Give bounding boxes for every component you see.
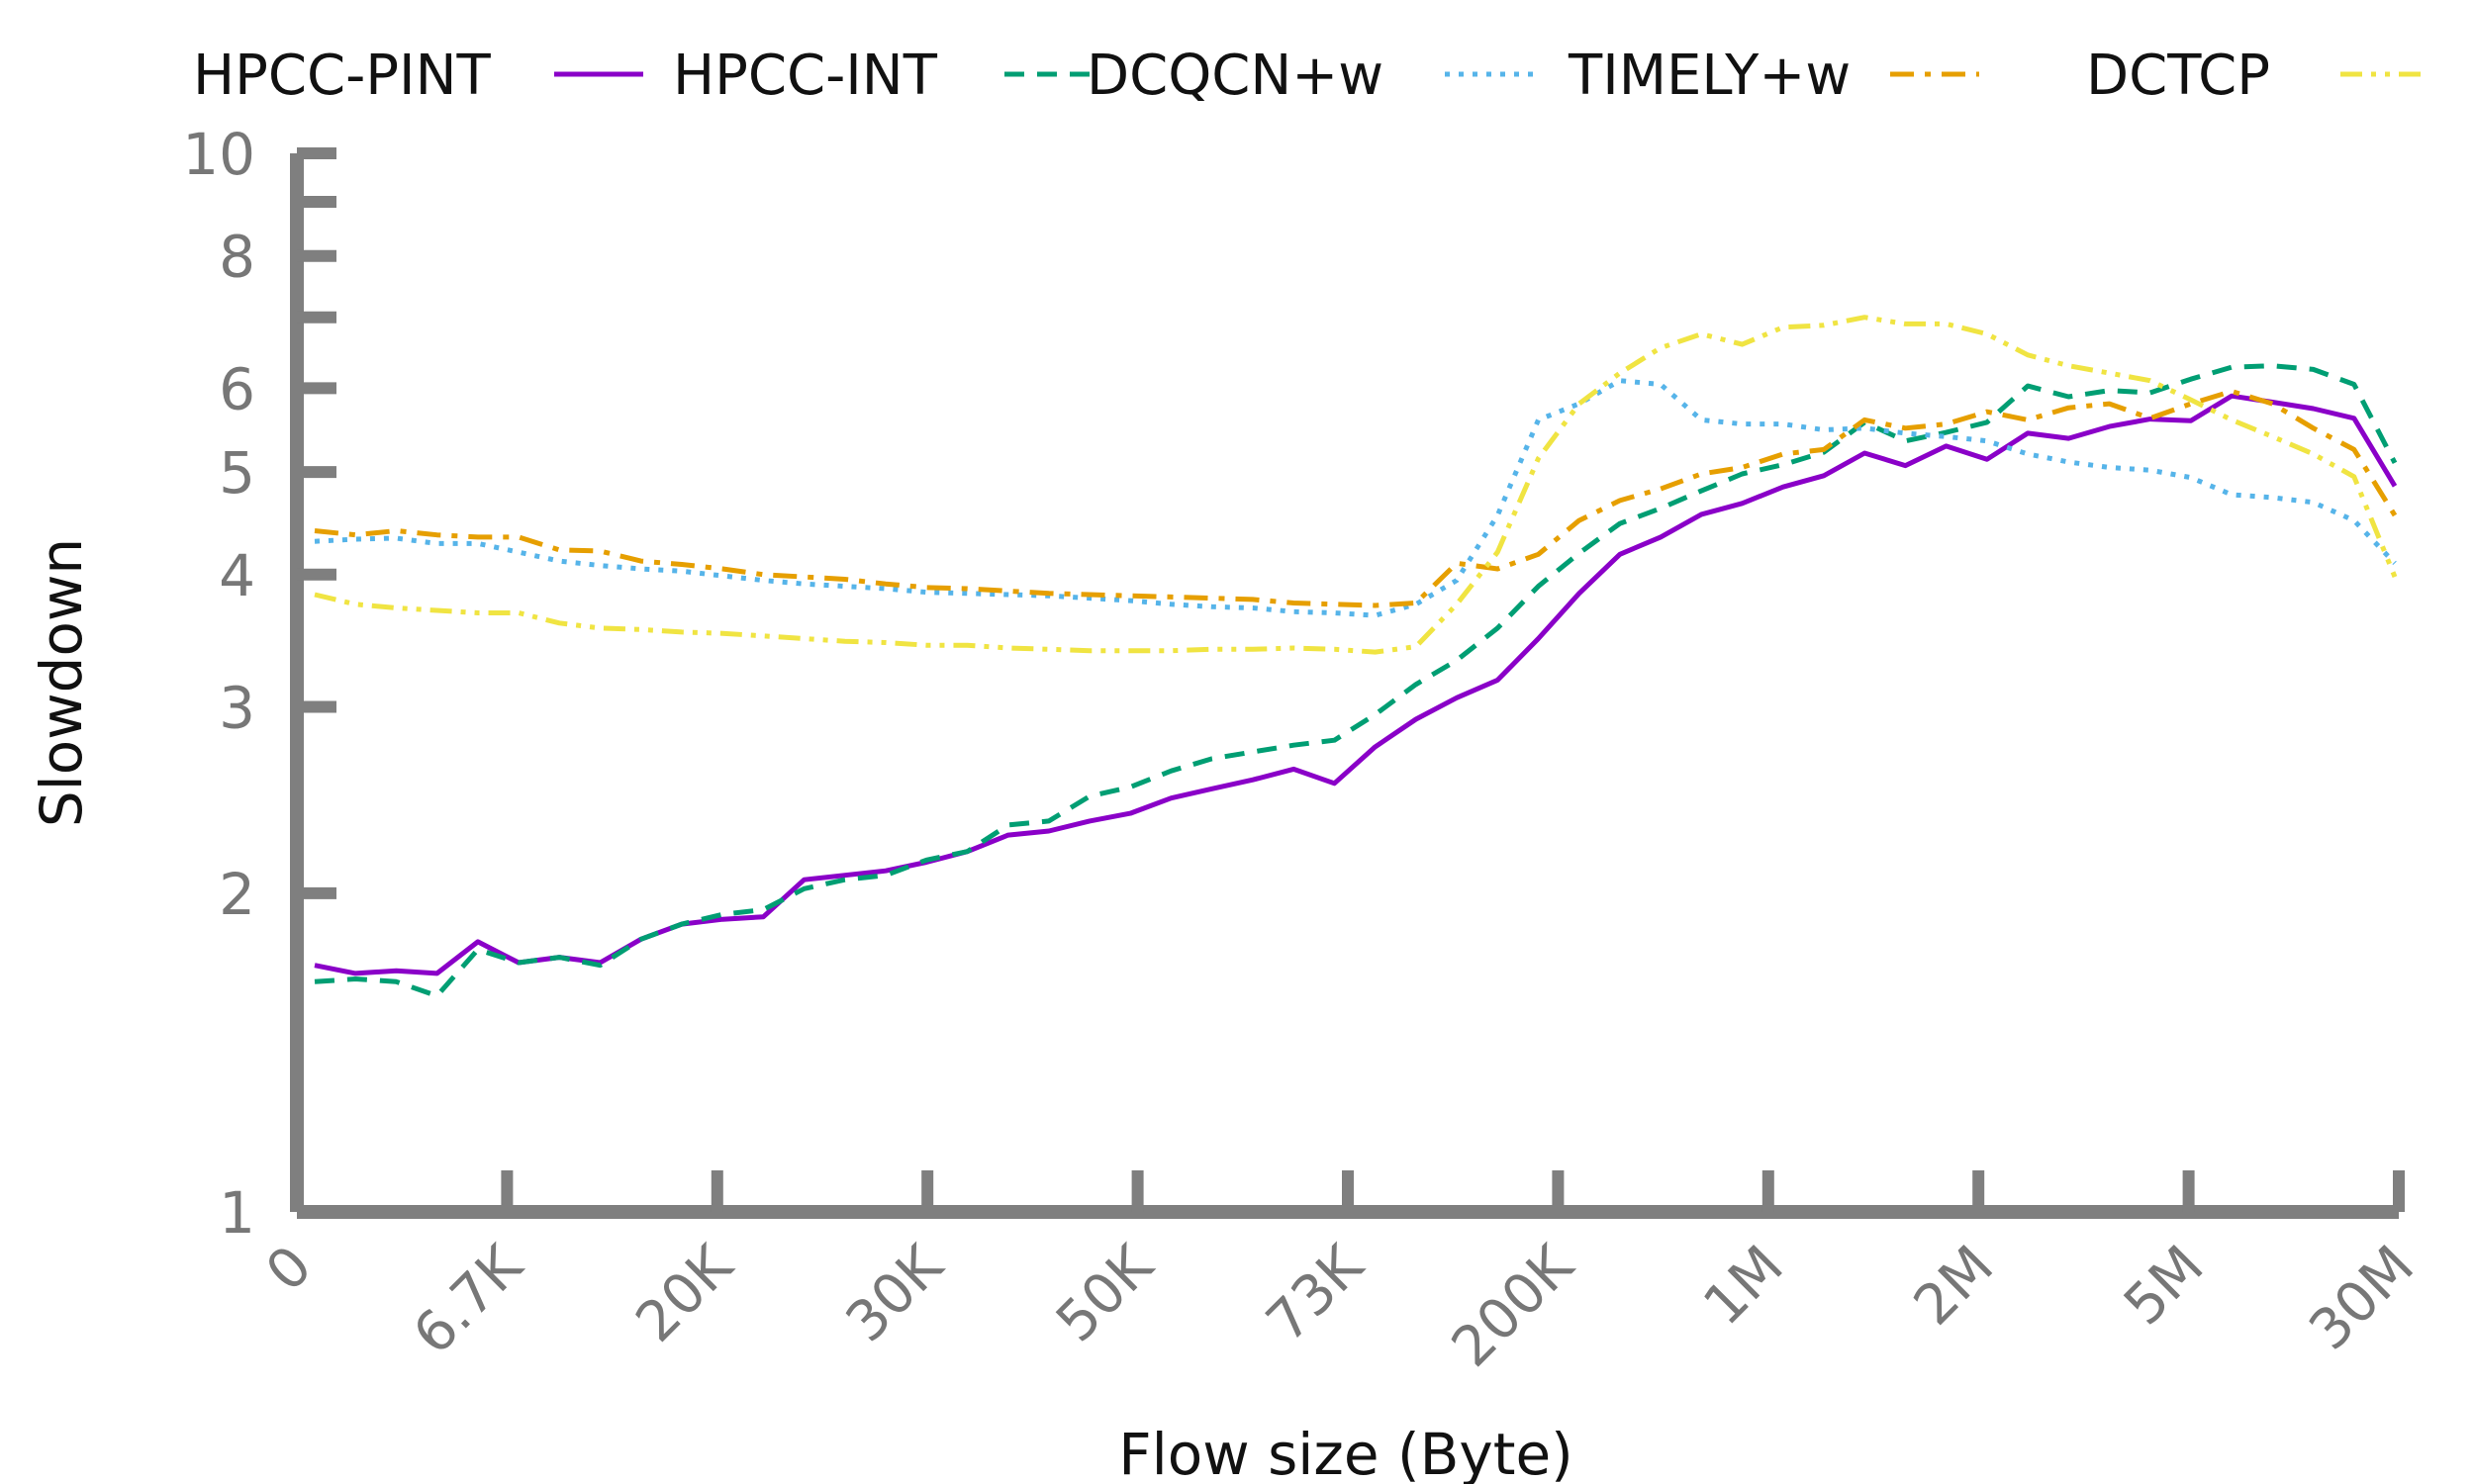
x-tick-label-6.7K: 6.7K	[401, 1233, 535, 1367]
y-tick-label-8: 8	[219, 224, 255, 291]
legend-label-hpcc-pint: HPCC-PINT	[193, 44, 491, 108]
y-tick-label-6: 6	[219, 355, 255, 422]
series-line-hpcc-int	[314, 363, 2398, 999]
x-tick-label-30K: 30K	[834, 1233, 956, 1354]
x-tick-label-0: 0	[254, 1234, 325, 1304]
axes	[290, 153, 2399, 1219]
legend: HPCC-PINT HPCC-INT DCQCN+w TIMELY+w DCTCP	[193, 44, 2429, 108]
x-tick-label-5M: 5M	[2112, 1234, 2216, 1338]
series-line-hpcc-pint	[314, 393, 2398, 976]
y-tick-label-3: 3	[219, 674, 255, 741]
y-tick-label-5: 5	[219, 439, 255, 507]
y-tick-label-1: 1	[219, 1179, 255, 1247]
y-tick-label-10: 10	[182, 121, 255, 188]
legend-label-timely-w: TIMELY+w	[1568, 44, 1851, 108]
legend-label-dcqcn-w: DCQCN+w	[1087, 44, 1383, 108]
y-tick-label-4: 4	[219, 542, 255, 609]
series-line-dcqcn-w	[314, 378, 2397, 618]
series-layer	[314, 315, 2398, 999]
x-tick-label-200K: 200K	[1440, 1233, 1586, 1379]
x-tick-label-1M: 1M	[1691, 1234, 1795, 1338]
ticks: 1 2 3 4 5 6 8 10 0 6.7K 20K 30K 50K 73K 200K 1M 2M 5M 30M	[182, 121, 2426, 1379]
legend-label-dctcp: DCTCP	[2086, 44, 2270, 108]
x-axis-label: Flow size (Byte)	[1118, 1421, 1573, 1484]
x-tick-label-30M: 30M	[2297, 1234, 2426, 1363]
y-axis-label: Slowdown	[28, 538, 95, 827]
x-tick-label-2M: 2M	[1902, 1234, 2006, 1338]
x-tick-label-73K: 73K	[1255, 1233, 1377, 1354]
x-tick-label-50K: 50K	[1044, 1233, 1166, 1354]
series-line-dctcp	[314, 315, 2398, 655]
legend-label-hpcc-int: HPCC-INT	[673, 44, 938, 108]
series-line-timely-w	[314, 389, 2398, 608]
x-tick-label-20K: 20K	[623, 1233, 745, 1354]
y-tick-label-2: 2	[219, 861, 255, 928]
